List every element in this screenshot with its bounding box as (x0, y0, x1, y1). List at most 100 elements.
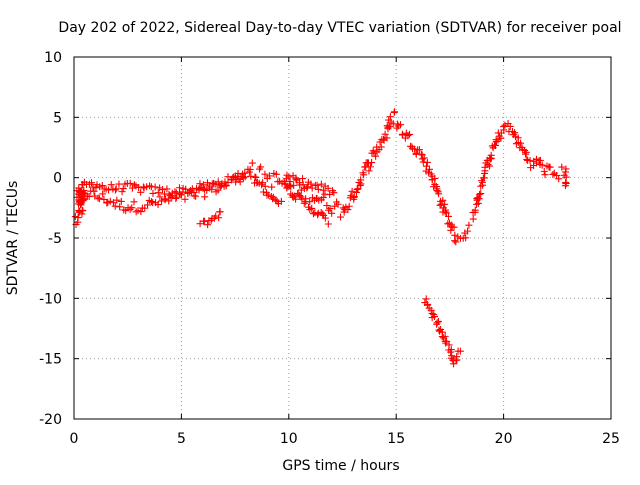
data-point (444, 220, 452, 228)
data-point (112, 185, 120, 193)
data-point (100, 195, 108, 203)
series-tail (532, 155, 570, 190)
data-point (453, 353, 461, 361)
data-point (302, 198, 310, 206)
data-point (280, 177, 288, 185)
data-point (451, 237, 459, 245)
data-point (536, 156, 544, 164)
data-point (137, 208, 145, 216)
data-point (384, 123, 392, 131)
data-point (381, 130, 389, 138)
data-point (216, 208, 224, 216)
data-point (259, 188, 267, 196)
data-point (538, 161, 546, 169)
data-point (321, 214, 329, 222)
data-point (201, 193, 209, 201)
data-point (295, 179, 303, 187)
x-tick-label: 15 (387, 431, 405, 447)
data-point (156, 184, 164, 192)
data-point (241, 169, 249, 177)
data-point (523, 155, 531, 163)
x-tick-label: 25 (602, 431, 620, 447)
data-point (314, 185, 322, 193)
data-point (431, 174, 439, 182)
data-point (526, 157, 534, 165)
data-point (165, 197, 173, 205)
data-point (203, 179, 211, 187)
data-point (324, 220, 332, 228)
data-point (247, 172, 255, 180)
data-point (336, 213, 344, 221)
data-point (265, 172, 273, 180)
data-point (151, 183, 159, 191)
data-point (386, 113, 394, 121)
data-point (119, 185, 127, 193)
data-point (506, 122, 514, 130)
data-point (126, 205, 134, 213)
data-point (130, 198, 138, 206)
data-point (261, 182, 269, 190)
data-point (272, 170, 280, 178)
data-point (111, 202, 119, 210)
data-point (111, 186, 119, 194)
data-point (546, 163, 554, 171)
data-point (439, 334, 447, 342)
data-point (441, 208, 449, 216)
data-point (450, 360, 458, 368)
data-point (433, 187, 441, 195)
x-axis-label: GPS time / hours (282, 458, 399, 474)
data-point (299, 175, 307, 183)
data-point (113, 196, 121, 204)
data-point (300, 199, 308, 207)
y-axis-label: SDTVAR / TECUs (5, 181, 21, 296)
data-points (71, 108, 570, 368)
data-point (434, 317, 442, 325)
data-point (246, 166, 254, 174)
data-point (158, 197, 166, 205)
data-point (214, 178, 222, 186)
y-tick-label: -15 (39, 352, 62, 368)
series-start-scatter (71, 187, 88, 228)
data-point (115, 180, 123, 188)
data-point (462, 234, 470, 242)
data-point (286, 178, 294, 186)
data-point (379, 135, 387, 143)
data-point (433, 319, 441, 327)
y-tick-label: 5 (53, 110, 62, 126)
data-point (432, 183, 440, 191)
data-point (445, 212, 453, 220)
data-point (357, 180, 365, 188)
data-point (487, 154, 495, 162)
data-point (285, 173, 293, 181)
data-point (404, 132, 412, 140)
data-point (105, 186, 113, 194)
data-point (230, 173, 238, 181)
data-point (182, 185, 190, 193)
data-point (128, 204, 136, 212)
data-point (477, 190, 485, 198)
data-point (441, 200, 449, 208)
data-point (500, 123, 508, 131)
data-point (103, 199, 111, 207)
data-point (137, 188, 145, 196)
data-point (92, 184, 100, 192)
data-point (420, 154, 428, 162)
data-point (511, 129, 519, 137)
data-point (558, 163, 566, 171)
data-point (76, 188, 84, 196)
data-point (190, 188, 198, 196)
data-point (326, 204, 334, 212)
data-point (307, 180, 315, 188)
series-main-high (73, 169, 249, 201)
data-point (297, 186, 305, 194)
data-point (464, 227, 472, 235)
data-point (222, 181, 230, 189)
data-point (435, 190, 443, 198)
data-point (476, 190, 484, 198)
data-point (159, 186, 167, 194)
y-tick-label: -5 (48, 231, 62, 247)
data-point (80, 194, 88, 202)
data-point (465, 221, 473, 229)
data-point (130, 181, 138, 189)
